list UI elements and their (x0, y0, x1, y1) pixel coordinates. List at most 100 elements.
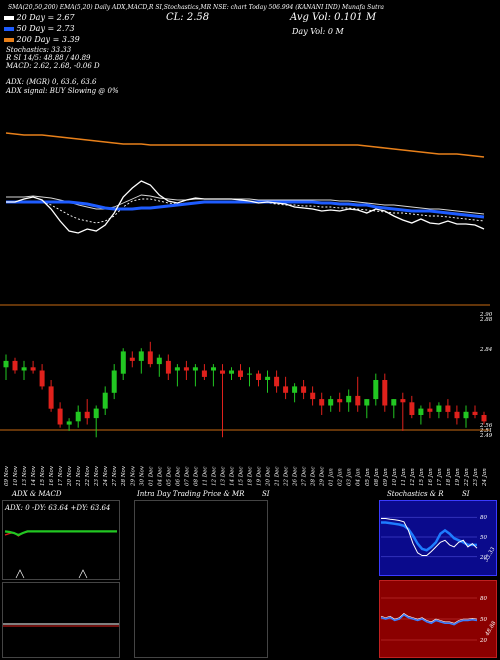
candle-body (274, 376, 280, 387)
candle-body (265, 376, 271, 380)
price-chart: 2.902.88 2.84 2.562.512.49 09 Nov 10 Nov 13 N… (0, 132, 493, 488)
price-axis-label: 2.49 (479, 433, 493, 439)
candle-body (355, 395, 361, 406)
stoch-axis-label: 20 (479, 555, 487, 561)
stoch-k-line (381, 518, 478, 556)
date-label: 10 Nov (13, 465, 19, 486)
date-label: 13 Nov (22, 465, 28, 486)
candle-body (292, 386, 298, 393)
date-label: 23 Nov (94, 465, 100, 487)
candle-body (256, 373, 261, 380)
date-label: 08 Dec (193, 467, 199, 487)
candle-body (382, 380, 388, 406)
candle-body (373, 380, 379, 400)
legend-sma50: 50 Day = 2.73 (4, 24, 80, 35)
legend-sma20-label: 20 Day = 2.67 (16, 13, 75, 22)
candle-body (472, 411, 478, 415)
legend-swatch (4, 16, 14, 20)
candle-body (21, 367, 27, 371)
candle-body (30, 367, 36, 371)
date-label: 13 Dec (221, 467, 227, 487)
candle-body (283, 386, 289, 393)
legend-sma200-label: 200 Day = 3.39 (16, 35, 80, 44)
macd-readout: MACD: 2.62, 2.68, -0.06 D (6, 62, 100, 70)
ma-legend: 20 Day = 2.67 50 Day = 2.73 200 Day = 3.… (4, 13, 80, 46)
candle-body (328, 399, 334, 406)
top-strip: SMA(20,50,200) EMA(5,20) Daily ADX,MACD,… (8, 4, 384, 11)
candle-body (409, 402, 415, 415)
avg-volume: Avg Vol: 0.101 M (290, 12, 377, 23)
candle-body (229, 370, 234, 374)
date-label: 27 Nov (112, 465, 118, 487)
date-label: 29 Nov (130, 465, 136, 487)
candle-body (129, 357, 135, 361)
candle-body (337, 399, 343, 403)
date-label: 27 Dec (302, 467, 308, 488)
date-label: 22 Jan (464, 468, 470, 487)
date-label: 12 Jan (410, 468, 416, 486)
date-label: 19 Dec (257, 467, 263, 487)
candle-body (57, 408, 63, 425)
date-label: 22 Nov (85, 465, 91, 487)
date-label: 24 Nov (103, 465, 109, 487)
legend-swatch (4, 38, 14, 42)
date-label: 08 Jan (374, 468, 380, 486)
candle-body (84, 411, 90, 419)
date-label: 28 Dec (311, 467, 317, 488)
date-label: 20 Nov (67, 465, 73, 487)
stoch-d-line (381, 521, 477, 552)
date-label: 04 Dec (157, 467, 163, 487)
candle-body (192, 367, 198, 371)
date-label: 14 Dec (230, 467, 236, 487)
date-label: 15 Dec (239, 467, 245, 487)
candle-body (427, 408, 433, 412)
candle-body (120, 351, 126, 374)
adx-readout: ADX: (MGR) 0, 63.6, 63.6 (6, 78, 97, 86)
candle-body (66, 421, 72, 425)
intraday-title: Intra Day Trading Price & MR (137, 490, 245, 498)
candle-body (247, 373, 252, 375)
si-axis-label: 20 (479, 638, 487, 644)
stoch-axis-label: 80 (480, 515, 487, 521)
sma200-line (5, 132, 485, 158)
candle-body (156, 357, 162, 365)
candle-body (400, 399, 406, 403)
date-label: 05 Jan (365, 468, 371, 486)
candle-body (346, 395, 352, 403)
date-label: 16 Nov (49, 465, 55, 486)
date-label: 22 Dec (284, 467, 290, 488)
si-axis-label: 50 (480, 617, 487, 623)
candle-body (445, 405, 451, 412)
date-label: 11 Dec (202, 467, 208, 487)
stochastics-si-label: SI (462, 490, 470, 498)
rsi-readout: R SI 14/5: 48.88 / 40.89 (6, 54, 91, 62)
candle-body (201, 370, 207, 377)
date-label: 18 Dec (248, 467, 254, 487)
day-volume: Day Vol: 0 M (292, 27, 344, 36)
intraday-si-label: SI (262, 490, 270, 498)
date-label: 11 Jan (401, 468, 407, 486)
adx-marker (78, 569, 88, 579)
date-label: 03 Jan (347, 468, 353, 486)
stochastics-readout: Stochastics: 33.33 (6, 46, 72, 54)
sma20-line (6, 194, 485, 215)
date-label: 01 Jan (329, 468, 335, 486)
candle-body (174, 367, 180, 371)
sma50-line (6, 200, 485, 219)
candle-body (48, 386, 54, 409)
candle-body (3, 360, 9, 368)
candle-body (463, 411, 469, 419)
si-line (380, 613, 478, 626)
legend-sma200: 200 Day = 3.39 (4, 35, 80, 46)
date-label: 15 Jan (419, 468, 425, 486)
si-signal-line (380, 613, 478, 624)
candle-body (102, 392, 108, 409)
legend-sma50-label: 50 Day = 2.73 (16, 24, 75, 33)
date-label: 28 Nov (121, 465, 127, 487)
date-label: 21 Dec (275, 467, 281, 488)
date-label: 06 Dec (175, 467, 181, 487)
date-label: 23 Jan (473, 468, 479, 487)
date-label: 30 Nov (139, 465, 145, 486)
price-axis-label: 2.84 (479, 347, 493, 353)
